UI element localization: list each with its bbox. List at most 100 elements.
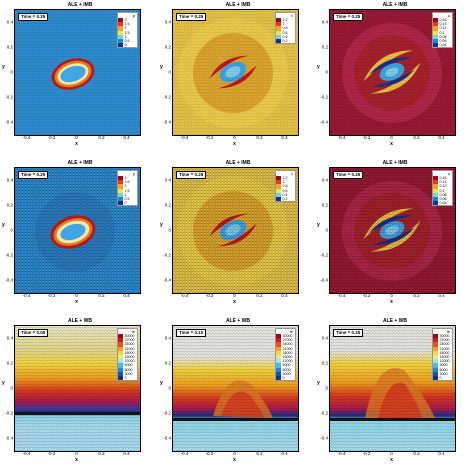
panel-title: ALE + IMB — [67, 2, 93, 8]
legend-value: 9000 — [124, 363, 133, 368]
y-tick-label: 0 — [10, 227, 13, 232]
y-tick-label: 0.4 — [164, 335, 171, 340]
legend-entry: 0.1 — [433, 30, 452, 35]
y-tick-label: -0.2 — [5, 410, 13, 415]
legend-entry: 0.4 — [276, 192, 295, 197]
x-axis-label: x — [233, 141, 236, 147]
y-tick-label: 0 — [168, 69, 171, 74]
legend-value: 0.06 — [439, 196, 447, 201]
legend-value: 1.2 — [282, 176, 288, 180]
x-tick-label: -0.2 — [362, 293, 371, 298]
time-label: Time = 0.25 — [176, 13, 207, 21]
legend-entry: 30000 — [118, 334, 137, 339]
legend-swatch — [276, 188, 281, 193]
panel-title: ALE + WB — [67, 318, 93, 324]
legend-value: 0.16 — [439, 18, 447, 22]
legend-swatch — [118, 188, 123, 193]
x-axis-label: x — [390, 141, 393, 147]
legend-entry: 12000 — [276, 359, 295, 364]
legend-entry: 21000 — [118, 346, 137, 351]
y-tick-label: -0.4 — [163, 277, 171, 282]
legend-entry: 12000 — [433, 359, 452, 364]
x-tick-label: 0 — [75, 293, 78, 298]
y-axis-ticks: 0.4 0.2 0 -0.2 -0.4 — [317, 325, 328, 450]
legend-swatch — [118, 192, 123, 197]
legend-swatch — [433, 346, 438, 351]
legend-entry: 6000 — [433, 367, 452, 372]
legend-swatch — [118, 18, 123, 23]
panel-title: ALE + WB — [225, 318, 251, 324]
legend-swatch — [276, 354, 281, 360]
legend-swatch — [118, 354, 123, 360]
x-tick-label: 0.2 — [98, 293, 105, 298]
time-label: Time = 0.25 — [333, 171, 364, 179]
legend-swatch — [433, 34, 438, 39]
x-axis-label: x — [75, 457, 78, 463]
legend-value: 0.06 — [439, 38, 447, 43]
x-tick-label: 0 — [390, 451, 393, 456]
colorbar-legend: v 1.2 1 0.8 0.6 0.4 0.2 — [275, 12, 296, 45]
y-tick-label: 0.2 — [321, 360, 328, 365]
y-tick-label: -0.2 — [163, 94, 171, 99]
legend-swatch — [276, 338, 281, 343]
legend-swatch — [433, 192, 438, 197]
legend-value: 27000 — [282, 338, 293, 343]
legend-entry: 0.14 — [433, 22, 452, 27]
legend-value: 1.5 — [124, 188, 130, 193]
y-tick-label: 0.2 — [321, 44, 328, 49]
legend-swatch — [118, 346, 123, 351]
legend-value: 0.08 — [439, 192, 447, 197]
y-axis-label: y — [317, 222, 320, 228]
legend-swatch — [433, 38, 438, 44]
legend-entry: 24000 — [118, 342, 137, 347]
legend-swatch — [433, 180, 438, 185]
contour-plot — [173, 10, 298, 135]
x-tick-label: 0.2 — [413, 451, 420, 456]
panel-r1c2: ALE + IMB Time = 0.25 v 1.2 1 0.8 0.6 0.4 0.2 — [160, 2, 316, 148]
legend-entry: 2.5 — [118, 22, 137, 27]
legend-value: 30000 — [439, 334, 450, 338]
legend-variable: u — [447, 13, 450, 18]
legend-entry: 3 — [118, 176, 137, 181]
legend-entry: 1 — [276, 22, 295, 27]
legend-swatch — [433, 188, 438, 193]
legend-swatch — [433, 363, 438, 368]
panel-r3c1: ALE + WB — [2, 318, 158, 464]
y-tick-label: 0 — [325, 227, 328, 232]
legend-swatch — [276, 176, 281, 181]
panel-r3c2: ALE + WB — [160, 318, 316, 464]
legend-value: 12000 — [124, 359, 135, 364]
legend-value: 24000 — [282, 342, 293, 347]
x-tick-label: 0.2 — [413, 135, 420, 140]
y-tick-label: -0.4 — [163, 119, 171, 124]
legend-value: 15000 — [124, 354, 135, 359]
x-tick-label: 0.4 — [438, 293, 445, 298]
legend-entry: 2 — [118, 184, 137, 189]
legend-swatch — [276, 26, 281, 31]
legend-entry: 24000 — [433, 342, 452, 347]
y-axis-ticks: 0.4 0.2 0 -0.2 -0.4 — [2, 9, 13, 134]
y-axis-ticks: 0.4 0.2 0 -0.2 -0.4 — [160, 9, 171, 134]
legend-value: 30000 — [124, 334, 135, 338]
time-label: Time = 0.00 — [18, 329, 49, 337]
legend-entry: 6000 — [118, 367, 137, 372]
x-tick-label: -0.4 — [180, 451, 189, 456]
x-tick-label: -0.2 — [47, 135, 56, 140]
legend-value: 0.5 — [124, 196, 130, 201]
legend-swatch — [433, 22, 438, 27]
legend-value: 12000 — [439, 359, 450, 364]
legend-value: 1 — [282, 22, 285, 27]
x-tick-label: 0 — [75, 451, 78, 456]
legend-entry: 0.8 — [276, 26, 295, 31]
legend-variable: p — [132, 171, 135, 176]
legend-entry: 21000 — [276, 346, 295, 351]
x-tick-label: 0.4 — [123, 451, 130, 456]
legend-value: 0.04 — [439, 43, 447, 48]
plot-area: Time = 0.25 v 1.2 1 0.8 0.6 0.4 0.2 — [172, 167, 299, 294]
y-tick-label: 0 — [10, 385, 13, 390]
legend-entry: 0.2 — [276, 38, 295, 44]
legend-swatch — [276, 375, 281, 381]
legend-swatch — [118, 38, 123, 44]
legend-value: 2.5 — [124, 180, 130, 185]
time-label: Time = 0.25 — [333, 329, 364, 337]
